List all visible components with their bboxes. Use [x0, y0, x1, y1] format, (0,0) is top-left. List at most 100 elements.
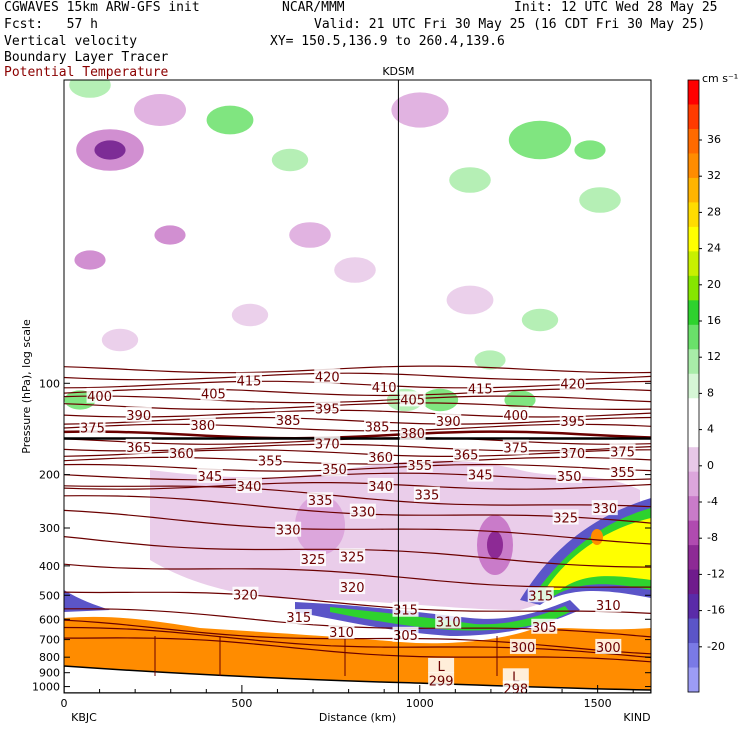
y-tick-label: 600	[39, 613, 60, 626]
colorbar-label: -16	[707, 604, 725, 617]
theta-contour-375	[64, 430, 651, 440]
colorbar-swatch	[688, 300, 699, 326]
theta-contour-420	[64, 365, 651, 374]
theta-label: 375	[503, 442, 528, 457]
theta-label: 330	[350, 506, 375, 521]
colorbar-unit: cm s⁻¹	[702, 72, 738, 85]
theta-label: 320	[233, 589, 258, 604]
colorbar-label: 28	[707, 205, 721, 218]
theta-label-bg	[428, 657, 455, 673]
colorbar-label: 16	[707, 314, 721, 327]
colorbar-swatch	[688, 373, 699, 399]
theta-contour-390	[64, 409, 651, 418]
theta-label: 395	[315, 402, 340, 417]
theta-label: 400	[87, 390, 112, 405]
vv-blob	[69, 80, 111, 98]
theta-label: 345	[468, 469, 493, 484]
theta-label-bg	[314, 368, 341, 384]
theta-label: 325	[553, 511, 578, 526]
theta-label-bg	[406, 457, 433, 473]
theta-label: 330	[276, 524, 301, 539]
west-band	[64, 590, 110, 612]
vv-blob	[94, 140, 126, 160]
theta-label-bg	[435, 613, 462, 629]
theta-label: 370	[560, 447, 585, 462]
theta-label-bg	[300, 551, 327, 567]
theta-contour-415	[64, 372, 651, 381]
theta-label: 415	[237, 375, 262, 390]
vv-blob	[231, 303, 269, 327]
colorbar-label: 32	[707, 169, 721, 182]
theta-label: 420	[315, 371, 340, 386]
theta-label: 305	[532, 621, 557, 636]
theta-label-bg	[453, 446, 480, 462]
y-tick-label: 200	[39, 469, 60, 482]
theta-label-bg	[314, 435, 341, 451]
theta-label: 340	[368, 480, 393, 495]
y-axis-label: Pressure (hPa), log scale	[20, 319, 33, 454]
theta-contour-298	[64, 637, 651, 663]
theta-label-bg	[509, 638, 536, 654]
theta-label: 320	[340, 581, 365, 596]
colorbar-swatch	[688, 520, 699, 546]
vv-blob	[574, 140, 606, 160]
theta-label-bg	[367, 448, 394, 464]
theta-label-bg	[552, 509, 579, 525]
theta-label-bg	[559, 445, 586, 461]
colorbar-swatch	[688, 275, 699, 301]
vv-blob	[289, 222, 331, 248]
theta-contour-365	[64, 443, 651, 452]
colorbar-label: -12	[707, 567, 725, 580]
theta-contour-385	[64, 416, 651, 425]
vv-blob	[101, 328, 139, 352]
colorbar-swatch	[688, 128, 699, 154]
theta-label-bg	[125, 406, 152, 422]
x-tick-label: 0	[61, 697, 68, 710]
theta-label: 299	[429, 675, 454, 690]
vv-blob	[421, 388, 459, 412]
theta-label-bg	[556, 467, 583, 483]
theta-label-bg	[235, 477, 262, 493]
theta-label-bg	[591, 500, 618, 516]
vv-blob	[449, 167, 491, 193]
theta-label: 305	[393, 629, 418, 644]
colorbar-label: 24	[707, 242, 721, 255]
station-mid-label: KDSM	[382, 65, 414, 78]
theta-label: 325	[340, 550, 365, 565]
theta-label: 375	[610, 446, 635, 461]
colorbar-label: 0	[707, 459, 714, 472]
header-line1-right: Init: 12 UTC Wed 28 May 25	[514, 0, 718, 15]
theta-contour-380	[64, 423, 651, 432]
theta-contour-335	[64, 485, 651, 508]
theta-contour-395	[64, 402, 651, 410]
y-tick-label: 1000	[32, 681, 60, 694]
vv-blob	[446, 285, 494, 315]
theta-label: 360	[368, 451, 393, 466]
colorbar-swatch	[688, 569, 699, 595]
theta-label-bg	[364, 418, 391, 434]
colorbar-label: 20	[707, 278, 721, 291]
vv-blob	[271, 148, 309, 172]
theta-label: 375	[80, 422, 105, 437]
y-tick-label: 500	[39, 589, 60, 602]
theta-label: 325	[301, 553, 326, 568]
theta-contour-340	[64, 482, 651, 490]
theta-label-bg	[189, 416, 216, 432]
theta-label-bg	[285, 609, 312, 625]
colorbar-label: -4	[707, 495, 718, 508]
vv-blob	[504, 390, 536, 410]
theta-label-bg	[257, 452, 284, 468]
theta-label: 420	[560, 377, 585, 392]
x-tick-label: 1000	[406, 697, 434, 710]
theta-label-bg	[339, 548, 366, 564]
theta-label-bg	[321, 461, 348, 477]
theta-label: 365	[454, 449, 479, 464]
colorbar-swatch	[688, 618, 699, 644]
theta-contour-325	[64, 509, 651, 545]
colorbar-swatch	[688, 398, 699, 424]
colorbar-label: 36	[707, 133, 721, 146]
theta-contour-315	[64, 563, 651, 588]
theta-label: 415	[468, 382, 493, 397]
header-line3-right: XY= 150.5,136.9 to 260.4,139.6	[270, 34, 505, 49]
updraft-core	[545, 518, 651, 590]
